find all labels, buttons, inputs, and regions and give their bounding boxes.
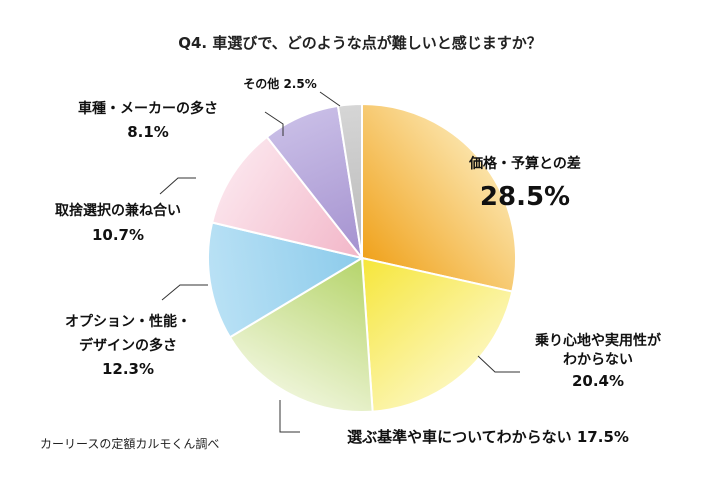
slice-label-4a: オプション・性能・ [65, 313, 191, 330]
pie-slice-7 [336, 102, 363, 259]
slice-label-1: 価格・予算との差 [468, 155, 581, 172]
source-note: カーリースの定額カルモくん調べ [40, 436, 219, 451]
slice-value-4: 12.3% [102, 360, 154, 378]
pie-slice-4 [207, 221, 365, 339]
pie-slice-3 [228, 256, 374, 413]
pie-slice-5 [210, 135, 365, 260]
leader-line [279, 400, 300, 433]
leader-line [161, 284, 208, 301]
slice-value-2: 20.4% [572, 372, 624, 390]
slice-value-5: 10.7% [92, 226, 144, 244]
chart-title: Q4. 車選びで、どのような点が難しいと感じますか？ [178, 34, 542, 52]
slice-label-6: 車種・メーカーの多さ [78, 100, 218, 117]
slice-label-4b: デザインの多さ [79, 337, 177, 354]
slice-value-6: 8.1% [127, 123, 169, 141]
leader-line [477, 355, 520, 373]
leader-line [264, 111, 284, 136]
slice-label-7: その他 2.5% [243, 76, 316, 91]
pie-slice-1 [361, 102, 517, 293]
slice-label-2a: 乗り心地や実用性が [534, 332, 662, 349]
leader-line [319, 91, 341, 107]
slice-label-5: 取捨選択の兼ね合い [55, 202, 181, 219]
slice-value-1: 28.5% [480, 182, 570, 212]
slice-label-3: 選ぶ基準や車についてわからない 17.5% [347, 428, 629, 446]
pie-slice-2 [360, 256, 514, 413]
slice-label-2b: わからない [563, 352, 633, 368]
leader-line [159, 177, 196, 195]
